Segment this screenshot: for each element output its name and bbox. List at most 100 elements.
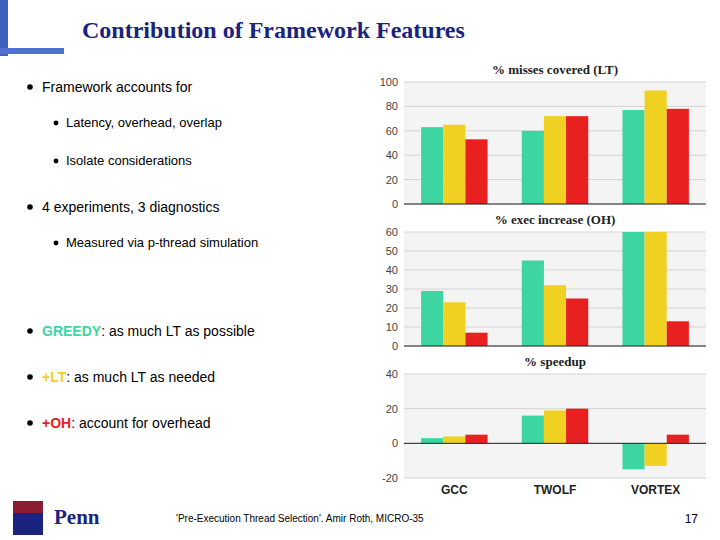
- slide: Contribution of Framework Features Framew…: [0, 0, 720, 540]
- y-tick-label: 40: [386, 149, 398, 161]
- bar: [421, 291, 443, 346]
- zero-line: [404, 346, 706, 347]
- bar: [522, 131, 544, 204]
- y-tick-label: 20: [386, 302, 398, 314]
- chart: % exec increase (OH) 0 10 20 30 40 50 60: [386, 212, 706, 352]
- sub-bullet-text: Latency, overhead, overlap: [66, 115, 222, 130]
- key-description: : as much LT as possible: [101, 323, 255, 339]
- key-series-name: +OH: [42, 415, 71, 431]
- grid-line: [404, 408, 706, 409]
- y-tick-label: 0: [392, 340, 398, 352]
- bar: [667, 109, 689, 204]
- bullet: [27, 204, 33, 210]
- bar: [645, 91, 667, 204]
- sub-bullet: [54, 159, 59, 164]
- title-accent: [0, 48, 64, 54]
- logo-text: Penn: [54, 505, 100, 529]
- x-tick-label: GCC: [441, 483, 468, 497]
- y-tick-label: 0: [392, 437, 398, 449]
- y-tick-label: 20: [386, 174, 398, 186]
- bullet-text: 4 experiments, 3 diagnostics: [42, 199, 219, 215]
- bullet-text: Framework accounts for: [42, 79, 192, 95]
- bar: [443, 302, 465, 346]
- bullet: [27, 374, 33, 380]
- y-tick-label: 20: [386, 403, 398, 415]
- zero-line: [404, 443, 706, 444]
- key-series-name: +LT: [42, 369, 67, 385]
- bar: [667, 321, 689, 346]
- bar: [566, 299, 588, 347]
- grid-line: [404, 478, 706, 479]
- bar: [522, 261, 544, 347]
- bar: [544, 285, 566, 346]
- bar: [465, 139, 487, 204]
- grid-line: [404, 374, 706, 375]
- sub-bullet: [54, 241, 59, 246]
- key-series-name: GREEDY: [42, 323, 102, 339]
- key-line: +LT: as much LT as needed: [42, 369, 215, 385]
- chart-title: % exec increase (OH): [495, 212, 616, 227]
- y-tick-label: 40: [386, 368, 398, 380]
- bar: [421, 127, 443, 204]
- bars: [421, 91, 689, 204]
- plot-area: [404, 232, 706, 346]
- key-description: : as much LT as needed: [66, 369, 215, 385]
- zero-line: [404, 204, 706, 205]
- x-tick-label: VORTEX: [631, 483, 680, 497]
- bar: [645, 443, 667, 466]
- chart-title: % misses covered (LT): [492, 62, 618, 77]
- bars: [421, 409, 689, 470]
- sub-bullet-text: Isolate considerations: [66, 153, 192, 168]
- chart: % misses covered (LT) 0 20 40 60 80 100: [380, 62, 706, 210]
- key-line: GREEDY: as much LT as possible: [42, 323, 255, 339]
- y-tick-label: 30: [386, 283, 398, 295]
- footer: 'Pre-Execution Thread Selection'. Amir R…: [176, 513, 424, 524]
- chart-title: % speedup: [524, 354, 586, 369]
- sub-bullet-text: Measured via p-thread simulation: [66, 235, 258, 250]
- grid-line: [404, 82, 706, 83]
- bar: [443, 436, 465, 443]
- bar: [465, 333, 487, 346]
- grid-line: [404, 346, 706, 347]
- y-tick-label: 40: [386, 264, 398, 276]
- y-tick-label: 10: [386, 321, 398, 333]
- y-tick-label: 60: [386, 125, 398, 137]
- logo-shield: [13, 501, 43, 513]
- x-tick-label: TWOLF: [534, 483, 577, 497]
- bar: [622, 232, 644, 346]
- bar: [522, 416, 544, 444]
- bar: [465, 435, 487, 444]
- grid-line: [404, 443, 706, 444]
- bar: [645, 232, 667, 346]
- key-description: : account for overhead: [71, 415, 210, 431]
- plot-area: [404, 82, 706, 204]
- y-tick-label: 50: [386, 245, 398, 257]
- bullet: [27, 84, 33, 90]
- bars: [421, 232, 689, 346]
- bullet: [27, 328, 33, 334]
- bar: [443, 125, 465, 204]
- y-tick-label: 100: [380, 76, 398, 88]
- bar: [622, 443, 644, 469]
- bar: [566, 409, 588, 444]
- bar: [667, 435, 689, 444]
- key-line: +OH: account for overhead: [42, 415, 211, 431]
- y-tick-label: 80: [386, 100, 398, 112]
- y-tick-label: 60: [386, 226, 398, 238]
- grid-line: [404, 204, 706, 205]
- title-accent: [0, 0, 8, 56]
- bullet: [27, 420, 33, 426]
- bar: [622, 110, 644, 204]
- page-number: 17: [685, 512, 699, 526]
- bar: [544, 410, 566, 443]
- plot-area: [404, 374, 706, 478]
- bar: [566, 116, 588, 204]
- sub-bullet: [54, 121, 59, 126]
- title: Contribution of Framework Features: [82, 17, 465, 43]
- logo-shield: [13, 513, 43, 535]
- y-tick-label: -20: [382, 472, 398, 484]
- chart: % speedup -20 0 20 40 GCC TWOLF VORTEX: [382, 354, 706, 497]
- y-tick-label: 0: [392, 198, 398, 210]
- bar: [421, 438, 443, 443]
- bar: [544, 116, 566, 204]
